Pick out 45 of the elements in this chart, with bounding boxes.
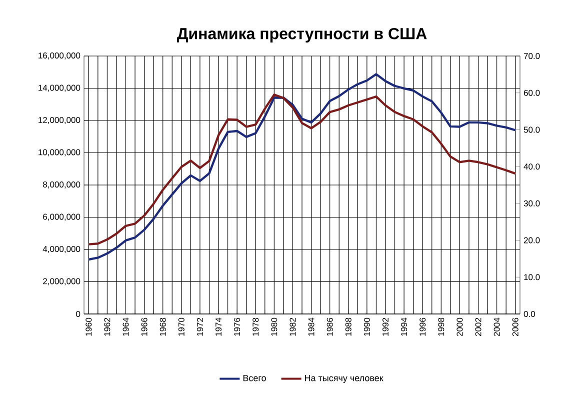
x-tick-label: 2002 [475, 318, 482, 336]
y2-tick-label: 30.0 [524, 200, 540, 206]
y2-tick-label: 70.0 [524, 53, 540, 60]
y2-tick-label: 40.0 [524, 164, 540, 170]
x-tick-label: 1990 [364, 318, 370, 336]
chart-title: Динамика преступности в США [176, 28, 427, 42]
x-tick-label: 1968 [160, 318, 166, 336]
x-tick-label: 1974 [216, 318, 222, 336]
x-tick-label: 1982 [290, 318, 296, 336]
x-tick-label: 1986 [326, 318, 333, 336]
x-tick-label: 1962 [104, 318, 110, 336]
x-tick-label: 2004 [494, 318, 500, 336]
x-tick-label: 1970 [178, 318, 184, 336]
x-tick-label: 1960 [86, 318, 92, 336]
x-tick-label: 1988 [345, 318, 352, 336]
legend-label: Всего [243, 374, 266, 382]
x-tick-label: 1966 [141, 318, 148, 336]
x-tick-label: 1978 [252, 318, 259, 336]
x-tick-label: 2000 [456, 318, 463, 336]
line-series [88, 73, 516, 261]
legend-label: На тысячу человек [305, 374, 384, 383]
x-tick-label: 1976 [234, 318, 240, 336]
y-tick-label: 0 [76, 310, 80, 317]
y2-tick-label: 60.0 [524, 90, 540, 96]
x-tick-label: 2006 [512, 318, 518, 336]
y-tick-label: 16,000,000 [38, 52, 80, 60]
x-tick-label: 1992 [382, 318, 388, 336]
y2-tick-label: 50.0 [524, 126, 540, 133]
x-tick-label: 1980 [271, 318, 278, 336]
y-tick-label: 2,000,000 [43, 278, 80, 286]
y-tick-label: 14,000,000 [38, 84, 80, 92]
y-tick-label: 12,000,000 [38, 116, 80, 124]
y2-tick-label: 0.0 [524, 310, 536, 317]
y-tick-label: 10,000,000 [38, 149, 80, 156]
x-tick-label: 1994 [401, 318, 408, 336]
y-tick-label: 6,000,000 [43, 214, 80, 221]
y-tick-label: 8,000,000 [43, 181, 80, 188]
x-tick-label: 1996 [420, 318, 426, 336]
x-tick-label: 1964 [122, 318, 129, 336]
y2-tick-label: 10.0 [524, 274, 540, 280]
x-tick-label: 1972 [196, 318, 203, 336]
x-tick-label: 1984 [308, 318, 314, 336]
y-tick-label: 4,000,000 [42, 246, 80, 253]
x-tick-label: 1998 [438, 318, 444, 336]
y2-tick-label: 20.0 [524, 237, 540, 244]
